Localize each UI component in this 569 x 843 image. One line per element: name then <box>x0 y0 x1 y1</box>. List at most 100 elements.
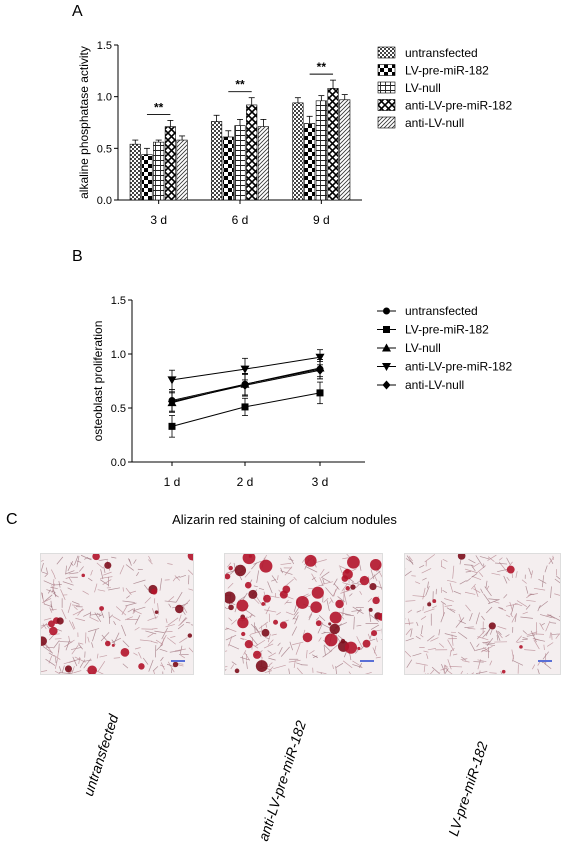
photo-background <box>405 554 560 674</box>
x-tick-label: 3 d <box>150 213 167 227</box>
cell-fiber <box>41 623 48 629</box>
cell-fiber <box>547 642 554 647</box>
cell-fiber <box>43 580 55 586</box>
cell-fiber <box>185 622 191 624</box>
point-anti-lv-null-1-d <box>168 397 176 407</box>
cell-fiber <box>318 637 322 642</box>
cell-fiber <box>515 571 518 578</box>
chart-b-osteoblast-proliferation: 0.0 0.5 1.0 1.5 osteoblast proliferation 1 d 2… <box>91 295 512 489</box>
cell-fiber <box>458 620 466 625</box>
cell-fiber <box>99 579 109 586</box>
cell-fiber <box>444 668 449 674</box>
cell-fiber <box>487 556 495 562</box>
cell-fiber <box>427 648 436 651</box>
cell-fiber <box>268 666 274 672</box>
cell-fiber <box>166 663 176 668</box>
cell-fiber <box>228 617 233 622</box>
cell-fiber <box>412 652 422 657</box>
cell-fiber <box>255 595 263 606</box>
cell-fiber <box>359 564 362 571</box>
image-label-anti-lv-pre-mir-182: anti-LV-pre-miR-182 <box>255 718 310 843</box>
cell-fiber <box>267 639 274 646</box>
calcium-nodule <box>244 581 252 589</box>
calcium-nodule <box>111 643 115 647</box>
cell-texture <box>225 554 382 674</box>
cell-fiber <box>367 597 373 603</box>
calcium-nodule <box>368 607 373 612</box>
cell-fiber <box>94 612 102 622</box>
cell-fiber <box>332 586 339 597</box>
cell-fiber <box>294 615 299 625</box>
bar-lv-null-3-d <box>153 141 165 201</box>
cell-fiber <box>45 658 56 666</box>
cell-fiber <box>405 622 414 625</box>
cell-fiber <box>532 637 540 641</box>
significance-mark: ** <box>317 60 327 74</box>
cell-fiber <box>539 622 544 630</box>
cell-fiber <box>188 647 193 653</box>
cell-fiber <box>505 603 518 607</box>
cell-fiber <box>405 637 414 642</box>
cell-fiber <box>78 643 83 650</box>
cell-fiber <box>225 634 237 641</box>
cell-fiber <box>430 637 439 642</box>
cell-fiber <box>119 565 125 575</box>
cell-fiber <box>305 649 308 659</box>
cell-fiber <box>65 570 75 575</box>
calcium-nodule <box>244 640 253 649</box>
calcium-nodule <box>261 628 270 637</box>
cell-fiber <box>555 575 560 580</box>
cell-fiber <box>88 628 100 632</box>
cell-fiber <box>293 607 299 616</box>
cell-fiber <box>356 636 363 648</box>
cell-fiber <box>551 632 553 640</box>
cell-fiber <box>148 559 153 565</box>
cell-fiber <box>512 659 524 666</box>
cell-fiber <box>480 628 487 630</box>
cell-fiber <box>332 664 334 669</box>
y-tick-label: 0.5 <box>97 143 112 155</box>
cell-fiber <box>469 613 473 622</box>
cell-fiber <box>552 555 554 560</box>
cell-fiber <box>293 576 297 581</box>
cell-fiber <box>514 602 523 607</box>
cell-fiber <box>485 580 488 589</box>
photo-background <box>225 554 382 674</box>
cell-fiber <box>477 659 487 663</box>
cell-fiber <box>521 579 527 584</box>
cell-fiber <box>533 639 540 650</box>
cell-fiber <box>68 670 74 674</box>
cell-fiber <box>122 600 135 603</box>
cell-fiber <box>187 569 193 576</box>
cell-fiber <box>65 576 72 579</box>
calcium-nodule <box>372 596 380 605</box>
cell-fiber <box>83 612 91 617</box>
calcium-nodule <box>432 599 437 604</box>
cell-fiber <box>43 603 53 608</box>
legend-swatch-anti-lv-null <box>377 116 396 129</box>
cell-fiber <box>166 637 176 645</box>
cell-fiber <box>153 670 155 674</box>
cell-fiber <box>549 622 557 624</box>
cell-fiber <box>429 669 435 674</box>
bar-anti-lv-null-3-d <box>176 139 188 201</box>
cell-fiber <box>42 598 52 604</box>
cell-fiber <box>531 633 545 635</box>
point-anti-lv-null-2-d <box>241 380 249 390</box>
cell-fiber <box>169 650 181 653</box>
cell-fiber <box>271 575 278 584</box>
cell-fiber <box>477 659 481 670</box>
cell-fiber <box>181 599 191 609</box>
cell-fiber <box>442 559 448 562</box>
legend-label-lv-null: LV-null <box>405 81 441 95</box>
calcium-nodule <box>501 669 506 674</box>
cell-fiber <box>550 586 552 599</box>
cell-fiber <box>511 613 517 623</box>
cell-fiber <box>227 582 234 589</box>
point-anti-lv-pre-mir-182-2-d <box>240 365 250 374</box>
cell-fiber <box>541 623 545 626</box>
cell-fiber <box>225 668 227 672</box>
cell-fiber <box>345 614 354 617</box>
cell-fiber <box>370 570 381 580</box>
cell-fiber <box>444 665 448 670</box>
